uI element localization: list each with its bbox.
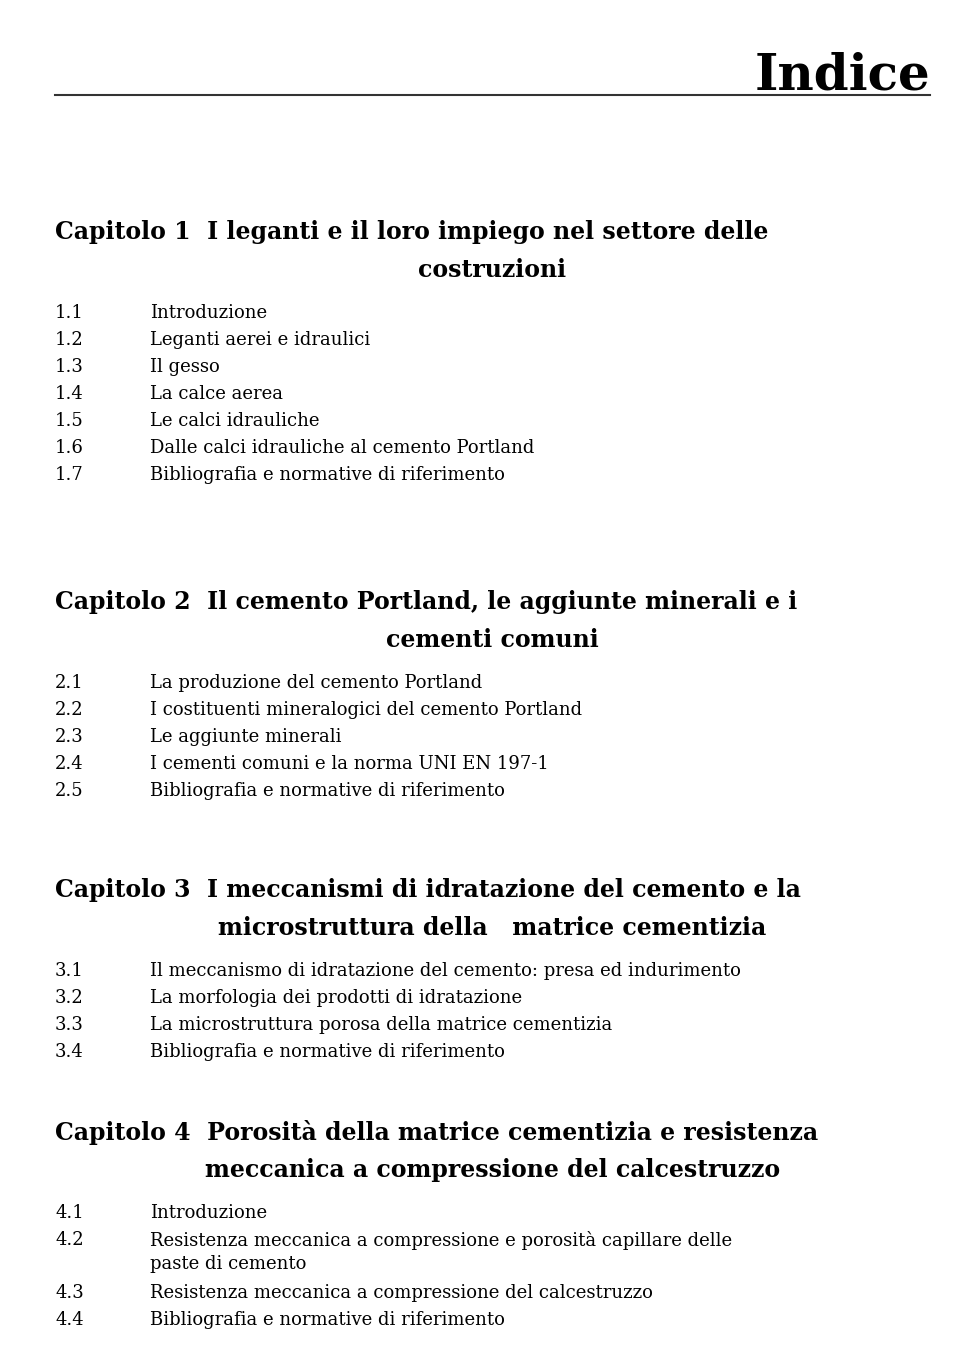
Text: Le calci idrauliche: Le calci idrauliche [150,412,320,430]
Text: Capitolo 3  I meccanismi di idratazione del cemento e la: Capitolo 3 I meccanismi di idratazione d… [55,878,801,902]
Text: Capitolo 1  I leganti e il loro impiego nel settore delle: Capitolo 1 I leganti e il loro impiego n… [55,220,768,244]
Text: Indice: Indice [755,52,930,101]
Text: Bibliografia e normative di riferimento: Bibliografia e normative di riferimento [150,466,505,484]
Text: Resistenza meccanica a compressione e porosità capillare delle: Resistenza meccanica a compressione e po… [150,1230,732,1249]
Text: Bibliografia e normative di riferimento: Bibliografia e normative di riferimento [150,782,505,801]
Text: 1.2: 1.2 [55,331,84,349]
Text: 2.1: 2.1 [55,674,84,692]
Text: 4.4: 4.4 [55,1311,84,1329]
Text: 1.4: 1.4 [55,385,84,402]
Text: Dalle calci idrauliche al cemento Portland: Dalle calci idrauliche al cemento Portla… [150,439,535,457]
Text: Bibliografia e normative di riferimento: Bibliografia e normative di riferimento [150,1043,505,1061]
Text: 1.5: 1.5 [55,412,84,430]
Text: 1.1: 1.1 [55,304,84,322]
Text: 2.3: 2.3 [55,728,84,746]
Text: cementi comuni: cementi comuni [386,627,599,652]
Text: 2.2: 2.2 [55,701,84,719]
Text: 3.4: 3.4 [55,1043,84,1061]
Text: 1.3: 1.3 [55,357,84,376]
Text: 4.2: 4.2 [55,1230,84,1249]
Text: I cementi comuni e la norma UNI EN 197-1: I cementi comuni e la norma UNI EN 197-1 [150,756,549,773]
Text: 1.7: 1.7 [55,466,84,484]
Text: La microstruttura porosa della matrice cementizia: La microstruttura porosa della matrice c… [150,1016,612,1034]
Text: 4.1: 4.1 [55,1204,84,1222]
Text: Il meccanismo di idratazione del cemento: presa ed indurimento: Il meccanismo di idratazione del cemento… [150,962,741,979]
Text: Le aggiunte minerali: Le aggiunte minerali [150,728,342,746]
Text: La morfologia dei prodotti di idratazione: La morfologia dei prodotti di idratazion… [150,989,522,1007]
Text: 3.3: 3.3 [55,1016,84,1034]
Text: Bibliografia e normative di riferimento: Bibliografia e normative di riferimento [150,1311,505,1329]
Text: 2.4: 2.4 [55,756,84,773]
Text: paste di cemento: paste di cemento [150,1255,306,1273]
Text: I costituenti mineralogici del cemento Portland: I costituenti mineralogici del cemento P… [150,701,582,719]
Text: Il gesso: Il gesso [150,357,220,376]
Text: Capitolo 2  Il cemento Portland, le aggiunte minerali e i: Capitolo 2 Il cemento Portland, le aggiu… [55,591,797,614]
Text: Introduzione: Introduzione [150,1204,267,1222]
Text: costruzioni: costruzioni [419,258,566,282]
Text: Introduzione: Introduzione [150,304,267,322]
Text: 3.1: 3.1 [55,962,84,979]
Text: 3.2: 3.2 [55,989,84,1007]
Text: 2.5: 2.5 [55,782,84,801]
Text: 4.3: 4.3 [55,1284,84,1303]
Text: 1.6: 1.6 [55,439,84,457]
Text: La calce aerea: La calce aerea [150,385,283,402]
Text: meccanica a compressione del calcestruzzo: meccanica a compressione del calcestruzz… [204,1158,780,1183]
Text: Leganti aerei e idraulici: Leganti aerei e idraulici [150,331,371,349]
Text: Resistenza meccanica a compressione del calcestruzzo: Resistenza meccanica a compressione del … [150,1284,653,1303]
Text: La produzione del cemento Portland: La produzione del cemento Portland [150,674,482,692]
Text: microstruttura della   matrice cementizia: microstruttura della matrice cementizia [218,917,767,940]
Text: Capitolo 4  Porosità della matrice cementizia e resistenza: Capitolo 4 Porosità della matrice cement… [55,1120,818,1144]
